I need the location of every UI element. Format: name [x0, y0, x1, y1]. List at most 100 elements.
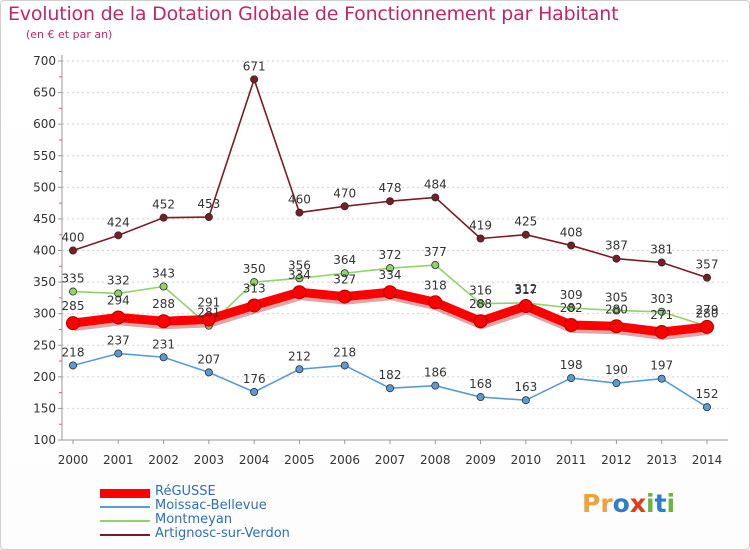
y-tick-label: 350 [33, 275, 56, 289]
data-label: 152 [696, 387, 719, 401]
data-label: 460 [288, 193, 311, 207]
x-tick-label: 2008 [420, 453, 451, 467]
y-tick-label: 600 [33, 117, 56, 131]
x-tick-label: 2006 [329, 453, 360, 467]
data-point [657, 258, 666, 267]
data-label: 318 [424, 278, 447, 292]
data-point [564, 318, 579, 333]
data-label: 387 [605, 239, 628, 253]
x-tick-label: 2010 [511, 453, 542, 467]
data-point [159, 282, 168, 291]
data-point [700, 319, 714, 334]
legend-label: Artignosc-sur-Verdon [155, 526, 290, 541]
logo-letter: P [582, 489, 601, 518]
data-point [247, 298, 262, 313]
data-point [159, 213, 168, 222]
chart-subtitle: (en € et par an) [26, 28, 113, 41]
data-point [295, 274, 304, 283]
data-label: 470 [333, 186, 356, 200]
x-tick-label: 2013 [646, 453, 677, 467]
data-point [612, 379, 621, 388]
data-point [114, 349, 123, 358]
data-label: 190 [605, 363, 628, 377]
x-tick-label: 2000 [58, 453, 89, 467]
data-label: 207 [197, 352, 220, 366]
data-label: 381 [650, 243, 673, 257]
data-point [111, 310, 126, 325]
x-tick-label: 2002 [148, 453, 179, 467]
data-point [69, 361, 78, 370]
data-label: 212 [288, 349, 311, 363]
y-tick-label: 550 [33, 149, 56, 163]
data-point [612, 306, 621, 315]
data-point [431, 261, 440, 270]
logo-letter: r [600, 489, 613, 518]
data-label: 357 [696, 258, 719, 272]
data-label: 313 [243, 281, 266, 295]
legend-swatch [100, 534, 150, 536]
y-tick-label: 300 [33, 307, 56, 321]
data-label: 198 [560, 358, 583, 372]
y-tick-label: 200 [33, 370, 56, 384]
data-label: 303 [650, 292, 673, 306]
y-tick-label: 700 [33, 54, 56, 68]
data-point [657, 307, 666, 316]
data-label: 163 [514, 380, 537, 394]
data-point [431, 381, 440, 390]
data-label: 312 [514, 282, 537, 296]
legend-swatch [100, 506, 150, 508]
data-label: 182 [379, 368, 402, 382]
y-tick-label: 450 [33, 212, 56, 226]
data-label: 452 [152, 198, 175, 212]
logo-letter: o [612, 489, 630, 518]
data-label: 419 [469, 218, 492, 232]
data-point [385, 384, 394, 393]
data-label: 327 [333, 273, 356, 287]
data-label: 218 [333, 345, 356, 359]
data-point [250, 387, 259, 396]
data-point [69, 246, 78, 255]
data-label: 271 [650, 308, 673, 322]
data-point [609, 319, 624, 334]
data-label: 356 [288, 258, 311, 272]
data-point [295, 208, 304, 217]
x-tick-label: 2011 [556, 453, 587, 467]
x-tick-label: 2001 [103, 453, 134, 467]
series-lines [66, 75, 714, 412]
data-point [385, 264, 394, 273]
data-label: 334 [379, 268, 402, 282]
legend-label: RéGUSSE [155, 484, 216, 499]
data-label: 197 [650, 359, 673, 373]
data-point [431, 193, 440, 202]
data-point [204, 213, 213, 222]
data-label: 291 [197, 295, 220, 309]
data-point [473, 314, 488, 329]
legend-label: Montmeyan [155, 512, 233, 527]
data-label: 350 [243, 262, 266, 276]
x-tick-label: 2007 [375, 453, 406, 467]
x-tick-label: 2014 [692, 453, 723, 467]
data-label: 176 [243, 372, 266, 386]
x-tick-label: 2012 [601, 453, 632, 467]
data-point [340, 269, 349, 278]
data-point [340, 202, 349, 211]
logo-letter: t [654, 489, 667, 518]
data-label: 288 [469, 297, 492, 311]
data-label: 294 [107, 293, 130, 307]
data-label: 218 [62, 345, 85, 359]
data-label: 316 [469, 284, 492, 298]
logo-letter: x [629, 489, 646, 518]
data-label: 309 [560, 288, 583, 302]
data-point [476, 299, 485, 308]
data-label: 280 [605, 302, 628, 316]
data-label: 288 [152, 297, 175, 311]
y-tick-label: 250 [33, 338, 56, 352]
legend-label: Moissac-Bellevue [155, 498, 267, 513]
data-point [703, 403, 712, 412]
data-point [383, 285, 397, 300]
data-point [521, 396, 530, 405]
data-label: 186 [424, 366, 447, 380]
data-point [295, 365, 304, 374]
data-point [250, 75, 259, 84]
